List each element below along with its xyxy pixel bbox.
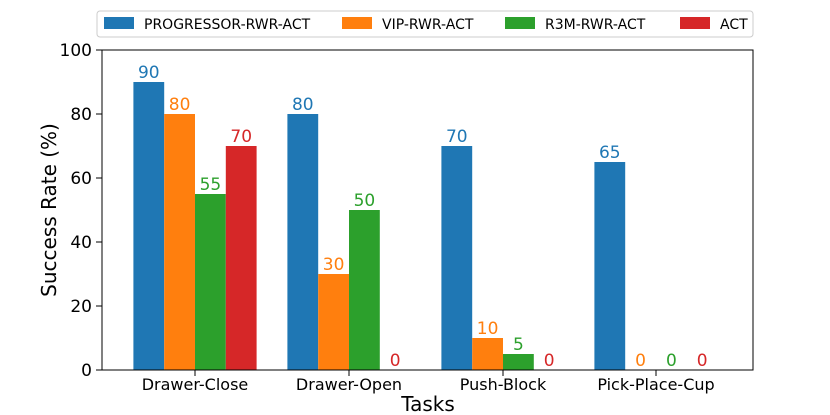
- bar-value-label: 55: [200, 175, 222, 195]
- x-axis-label: Tasks: [400, 392, 455, 415]
- y-tick-label: 0: [81, 361, 92, 381]
- y-tick-label: 100: [60, 41, 92, 61]
- legend-swatch-r3m-rwr-act: [505, 17, 535, 29]
- bar-push-block-vip-rwr-act: [472, 338, 503, 370]
- bar-drawer-close-r3m-rwr-act: [195, 194, 226, 370]
- bar-value-label: 5: [513, 335, 524, 355]
- bar-value-label: 80: [169, 95, 191, 115]
- bar-value-label: 90: [138, 63, 160, 83]
- legend-swatch-act: [680, 17, 710, 29]
- bar-value-label: 50: [354, 191, 376, 211]
- x-tick-label-pick-place-cup: Pick-Place-Cup: [597, 375, 714, 394]
- legend-swatch-vip-rwr-act: [342, 17, 372, 29]
- bar-value-label: 30: [323, 255, 345, 275]
- plot-frame: [101, 49, 754, 371]
- legend-swatch-progressor-rwr-act: [104, 17, 134, 29]
- bar-drawer-open-r3m-rwr-act: [349, 210, 380, 370]
- legend-label-r3m-rwr-act: R3M-RWR-ACT: [545, 17, 646, 33]
- bar-drawer-close-act: [225, 146, 257, 370]
- bar-drawer-close-progressor-rwr-act: [133, 82, 165, 370]
- bar-drawer-open-vip-rwr-act: [318, 274, 349, 370]
- bar-value-label: 10: [477, 319, 499, 339]
- legend-label-vip-rwr-act: VIP-RWR-ACT: [382, 17, 474, 33]
- legend-label-act: ACT: [720, 17, 748, 33]
- legend: PROGRESSOR-RWR-ACT VIP-RWR-ACT R3M-RWR-ACT…: [96, 10, 754, 38]
- y-tick-label: 80: [70, 105, 92, 125]
- bar-value-label: 0: [390, 351, 401, 371]
- y-tick-label: 40: [70, 233, 92, 253]
- x-axis: Drawer-Close Drawer-Open Push-Block Pick-Pl…: [142, 370, 715, 394]
- x-tick-label-drawer-open: Drawer-Open: [296, 375, 402, 394]
- x-tick-label-push-block: Push-Block: [460, 375, 547, 394]
- bar-value-label: 0: [635, 351, 646, 371]
- bar-value-label: 65: [599, 143, 621, 163]
- x-tick-label-drawer-close: Drawer-Close: [142, 375, 249, 394]
- y-tick-label: 20: [70, 297, 92, 317]
- bar-value-label: 0: [697, 351, 708, 371]
- y-axis-label: Success Rate (%): [37, 123, 61, 297]
- bar-pick-place-cup-progressor-rwr-act: [594, 162, 626, 370]
- bar-drawer-close-vip-rwr-act: [164, 114, 195, 370]
- bar-push-block-r3m-rwr-act: [503, 354, 534, 370]
- bar-value-label: 0: [544, 351, 555, 371]
- legend-label-progressor-rwr-act: PROGRESSOR-RWR-ACT: [144, 17, 311, 33]
- bar-value-label: 70: [230, 127, 252, 147]
- bar-push-block-progressor-rwr-act: [441, 146, 473, 370]
- legend-frame: [96, 10, 754, 38]
- bar-value-label: 70: [446, 127, 468, 147]
- bar-drawer-open-progressor-rwr-act: [287, 114, 319, 370]
- y-axis: 0 20 40 60 80 100: [60, 41, 102, 381]
- y-tick-label: 60: [70, 169, 92, 189]
- bars: [133, 82, 626, 370]
- bar-value-label: 80: [292, 95, 314, 115]
- bar-value-label: 0: [666, 351, 677, 371]
